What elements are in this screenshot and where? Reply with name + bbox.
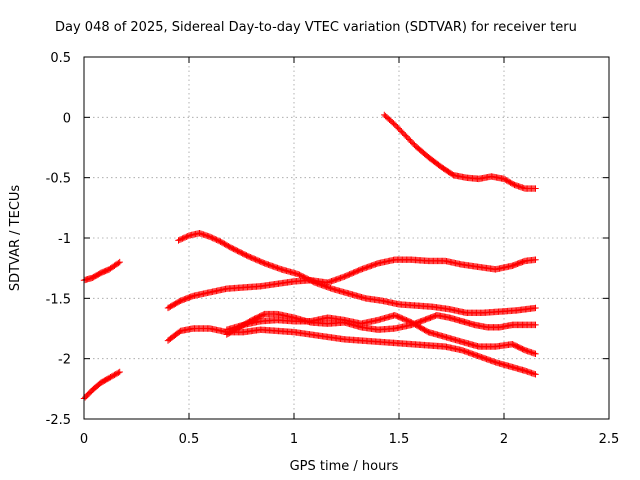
- y-tick-label: -1: [58, 232, 71, 247]
- y-tick-label: -1.5: [46, 292, 71, 307]
- series-arc-5: [164, 256, 539, 312]
- y-axis-title: SDTVAR / TECUs: [8, 185, 23, 292]
- x-axis-title: GPS time / hours: [290, 459, 399, 474]
- chart-title: Day 048 of 2025, Sidereal Day-to-day VTE…: [55, 20, 577, 35]
- series-arc-3: [381, 111, 539, 192]
- y-tick-label: -2.5: [46, 413, 71, 428]
- series-arc-4: [175, 229, 539, 317]
- data-point: [532, 350, 539, 358]
- y-tick-label: 0.5: [50, 51, 71, 66]
- tick-labels: 0 0.5 1 1.5 2 2.5 -2.5 -2 -1.5 -1 -0.5 0 0.5: [46, 51, 620, 447]
- data-point: [115, 259, 122, 267]
- x-tick-label: 1: [290, 432, 298, 447]
- data-point: [115, 369, 122, 376]
- x-tick-label: 1.5: [389, 432, 410, 447]
- series-arc-1: [80, 258, 123, 284]
- x-tick-label: 0: [80, 432, 88, 447]
- data-point: [532, 256, 539, 263]
- series-arc-8: [223, 312, 539, 358]
- x-tick-label: 2.5: [599, 432, 620, 447]
- data-series: [80, 111, 539, 402]
- axis-ticks: [83, 56, 610, 420]
- x-tick-label: 0.5: [179, 432, 200, 447]
- grid-lines: [84, 57, 609, 419]
- data-point: [116, 368, 123, 376]
- series-arc-6: [164, 325, 539, 378]
- y-tick-label: -2: [58, 353, 71, 368]
- y-tick-label: -0.5: [46, 172, 71, 187]
- data-point: [532, 371, 539, 378]
- data-point: [116, 258, 123, 266]
- data-point: [532, 185, 539, 192]
- data-point: [532, 304, 539, 312]
- y-tick-label: 0: [63, 111, 71, 126]
- x-tick-label: 2: [500, 432, 508, 447]
- data-point: [532, 321, 539, 329]
